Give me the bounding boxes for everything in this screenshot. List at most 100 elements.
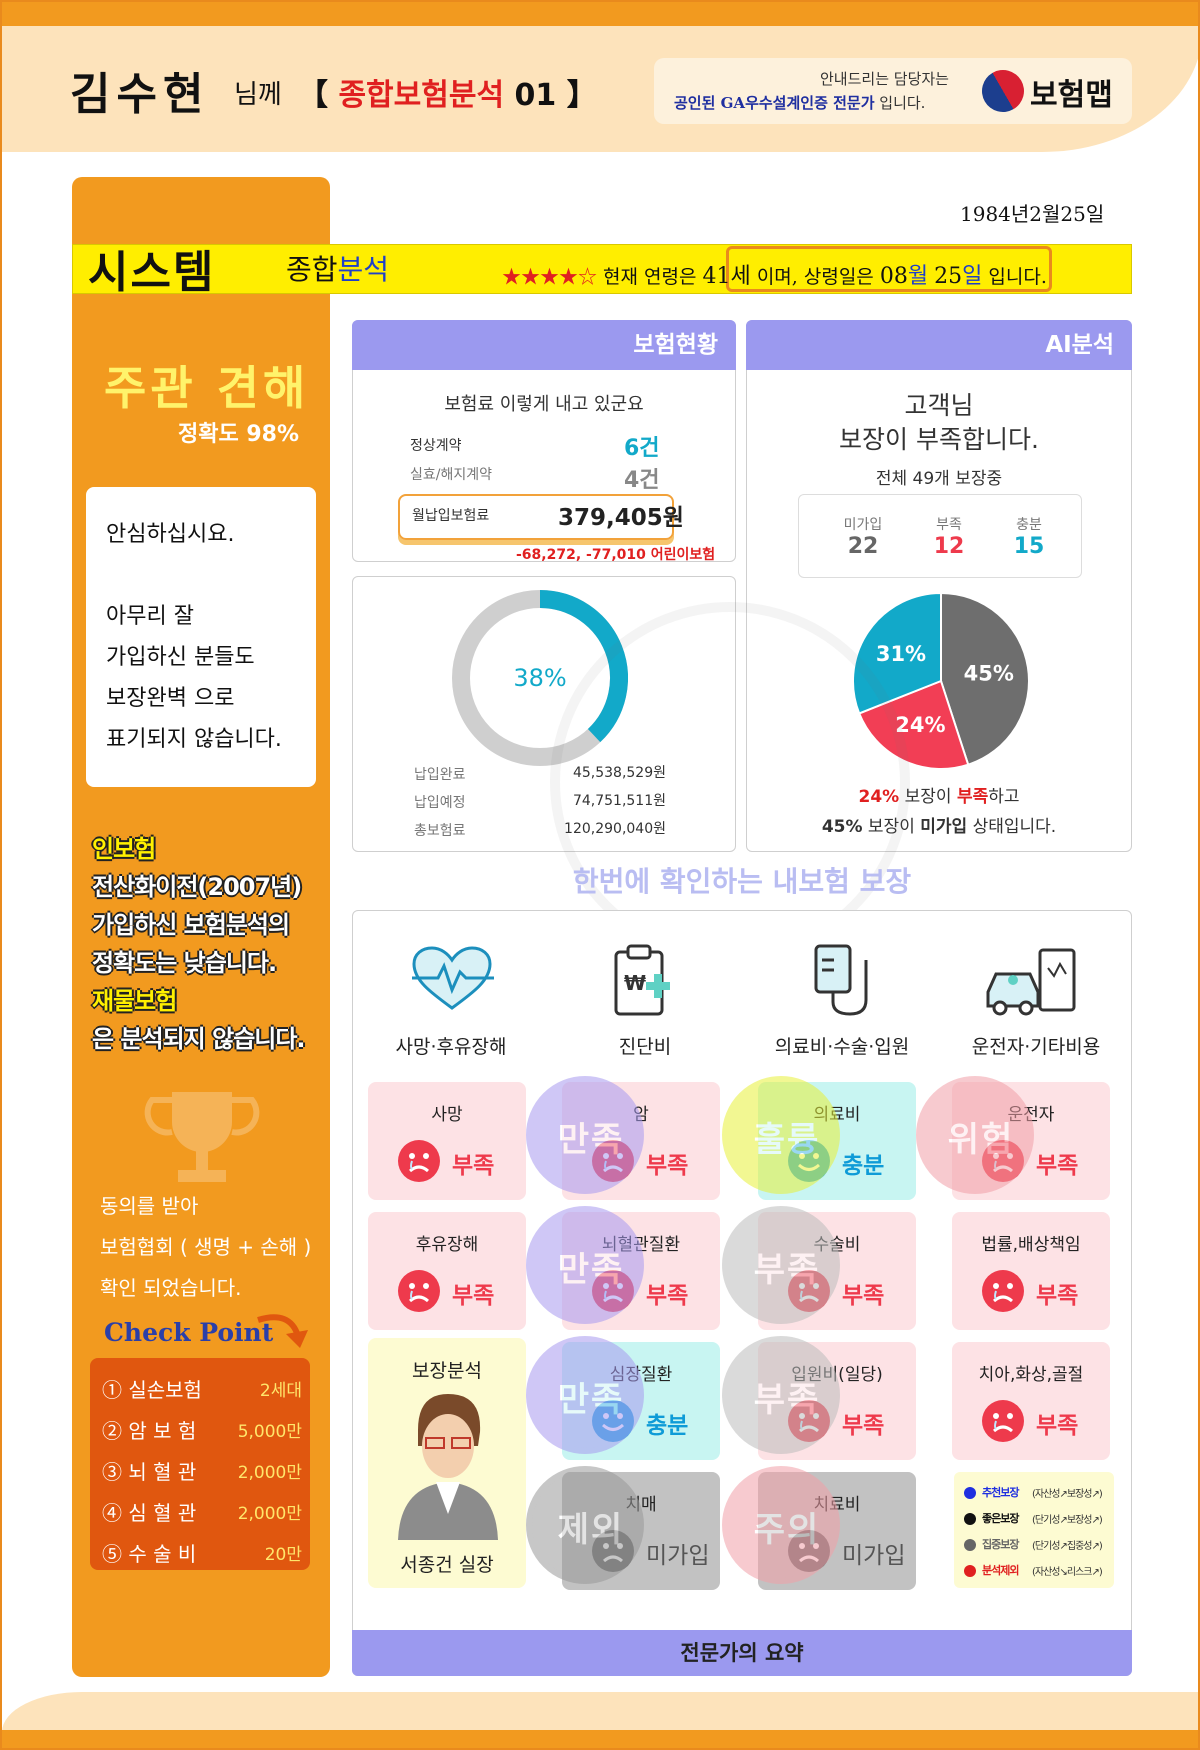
coverage-status: 충분 <box>646 1413 689 1439</box>
top-orange-band <box>2 2 1198 26</box>
coverage-stamp-word: 훌륭 <box>753 1120 821 1160</box>
brand-line2-rest: 입니다. <box>874 94 926 112</box>
coverage-status: 부족 <box>1036 1153 1079 1179</box>
consultant-name: 서종건 실장 <box>400 1554 494 1576</box>
category-label: 사망·후유장해 <box>395 1036 507 1058</box>
legend-dot <box>964 1487 976 1499</box>
coverage-stamp: 주의 <box>722 1466 840 1584</box>
check-point-title: Check Point <box>104 1318 274 1347</box>
stat-label-insufficient: 부족 <box>936 517 962 533</box>
coverage-stamp: 만족 <box>526 1336 644 1454</box>
check-point-item: ④ 심 혈 관 2,000만 <box>102 1497 302 1527</box>
check-point-value: 2세대 <box>259 1381 302 1401</box>
system-title: 시스템 <box>88 247 216 298</box>
child-insurance-note: -68,272, -77,010 어린이보험 <box>516 547 716 563</box>
summary-mid: 보장이 <box>899 787 957 807</box>
coverage-card[interactable]: 사망 부족 <box>368 1082 526 1200</box>
expert-summary-bar[interactable]: 전문가의 요약 <box>352 1630 1132 1676</box>
system-sub-2: 분석 <box>337 253 390 286</box>
coverage-stamp-word: 만족 <box>557 1250 625 1290</box>
curved-arrow-icon <box>257 1314 308 1348</box>
legend-dot <box>964 1513 976 1525</box>
age-highlight-box <box>726 246 1052 292</box>
brand-name: 보험맵 <box>1030 78 1113 113</box>
category-label: 운전자·기타비용 <box>971 1036 1101 1058</box>
legend-label: 좋은보장 <box>982 1512 1019 1525</box>
seal-watermark <box>550 602 910 962</box>
coverage-section-title: 한번에 확인하는 내보험 보장 <box>572 865 912 898</box>
summary-unsubscribed-word: 미가입 <box>920 817 968 837</box>
ai-line1: 고객님 <box>904 391 974 420</box>
notice-line: 인보험 <box>92 835 156 863</box>
customer-name: 김수현 <box>70 69 210 120</box>
legend-label: 집중보장 <box>982 1538 1019 1551</box>
monthly-premium-box <box>398 494 674 540</box>
coverage-status: 부족 <box>646 1283 689 1309</box>
notice-line: 가입하신 보험분석의 <box>92 911 290 939</box>
coverage-stamp: 부족 <box>722 1336 840 1454</box>
agreement-line: 확인 되었습니다. <box>100 1276 242 1300</box>
birth-date: 1984년2월25일 <box>960 202 1105 226</box>
opinion-text: 안심하십시요. 아무리 잘 가입하신 분들도 보장완벽 으로 표기되지 않습니다… <box>106 514 282 760</box>
coverage-card[interactable]: 법률,배상책임 부족 <box>952 1212 1110 1330</box>
title-number: 01 】 <box>504 78 597 113</box>
lapsed-contracts-value: 4건 <box>624 468 660 493</box>
pie-slice <box>940 591 1030 766</box>
stat-label-sufficient: 충분 <box>1016 517 1042 533</box>
pie-slice-label: 31% <box>876 642 926 666</box>
check-point-value: 2,000만 <box>237 1463 302 1483</box>
report-title: 【 종합보험분석 01 】 <box>298 70 597 114</box>
ai-analysis-header: AI분석 <box>746 320 1132 370</box>
sad-face-icon <box>398 1140 440 1182</box>
coverage-title: 치아,화상,골절 <box>978 1365 1084 1385</box>
svg-text:₩: ₩ <box>624 971 646 995</box>
sad-face-icon <box>982 1270 1024 1312</box>
coverage-status: 부족 <box>842 1283 885 1309</box>
coverage-stamp-word: 부족 <box>753 1250 821 1290</box>
stat-value-insufficient: 12 <box>933 534 965 559</box>
notice-line: 정확도는 낮습니다. <box>92 949 277 977</box>
sad-face-icon <box>398 1270 440 1312</box>
coverage-stamp: 훌륭 <box>722 1076 840 1194</box>
legend-note: (자산성↘리스크↗) <box>1032 1567 1103 1578</box>
check-point-value: 2,000만 <box>237 1504 302 1524</box>
stat-value-unsubscribed: 22 <box>847 534 879 559</box>
active-contracts-label: 정상계약 <box>410 438 462 454</box>
coverage-stamp-word: 제외 <box>557 1510 625 1550</box>
category-label: 진단비 <box>618 1036 672 1058</box>
coverage-status: 부족 <box>452 1283 495 1309</box>
summary-end: 하고 <box>988 787 1020 807</box>
coverage-status: 부족 <box>842 1413 885 1439</box>
check-point-label: ② 암 보 험 <box>102 1419 197 1443</box>
coverage-card[interactable]: 후유장해 부족 <box>368 1212 526 1330</box>
agreement-line: 보험협회 ( 생명 + 손해 ) <box>100 1235 312 1259</box>
legend-label: 분석제외 <box>982 1564 1019 1577</box>
coverage-card[interactable]: 치아,화상,골절 부족 <box>952 1342 1110 1460</box>
notice-line: 은 분석되지 않습니다. <box>92 1025 306 1053</box>
system-sub-1: 종합 <box>286 253 338 286</box>
current-age: 41세 <box>702 264 751 289</box>
opinion-line: 가입하신 분들도 <box>106 645 255 670</box>
insurance-age-day: 25 <box>934 264 963 289</box>
consultant-title: 보장분석 <box>412 1360 482 1382</box>
trophy-watermark-icon <box>144 1092 260 1182</box>
donut-row-label: 납입완료 <box>414 767 466 783</box>
brand-intro-line1: 안내드리는 담당자는 <box>820 70 949 88</box>
coverage-status: 미가입 <box>646 1543 710 1569</box>
day-unit: 일 <box>962 264 983 289</box>
ai-line3: 전체 49개 보장중 <box>875 469 1003 489</box>
ai-line2: 보장이 부족합니다. <box>839 425 1039 454</box>
agreement-line: 동의를 받아 <box>100 1194 199 1218</box>
system-banner <box>72 244 1132 294</box>
opinion-title: 주관 견해 <box>104 361 310 415</box>
opinion-line: 표기되지 않습니다. <box>106 727 282 752</box>
title-bracket-open: 【 <box>298 78 339 113</box>
brand-box <box>654 58 1132 124</box>
iv-drip-icon <box>814 944 868 1016</box>
summary-end: 상태입니다. <box>967 817 1057 837</box>
insurance-status-subtitle: 보험료 이렇게 내고 있군요 <box>444 394 644 415</box>
coverage-stamp: 만족 <box>526 1206 644 1324</box>
opinion-line: 아무리 잘 <box>106 604 194 629</box>
monthly-premium-value: 379,405원 <box>558 505 684 531</box>
